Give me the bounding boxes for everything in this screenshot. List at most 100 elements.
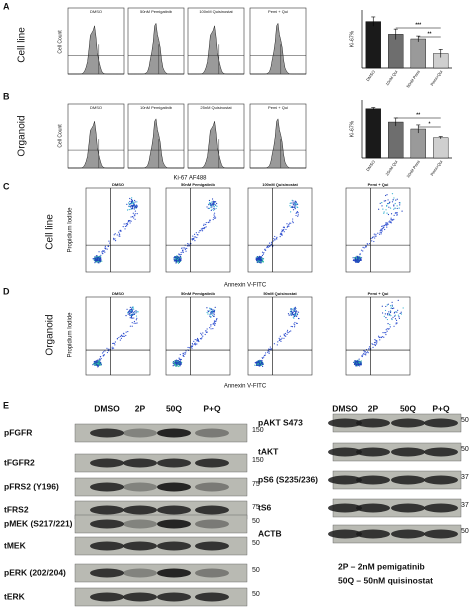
dot: [400, 313, 403, 315]
dot: [398, 316, 400, 318]
dot: [209, 315, 211, 317]
band: [90, 519, 124, 529]
dot: [209, 204, 212, 206]
panel-title: 50nM Quisinostat: [263, 291, 297, 296]
dot: [356, 255, 358, 257]
histogram-shape: [68, 25, 124, 75]
dot: [353, 257, 356, 259]
dot: [179, 360, 181, 362]
dot: [391, 307, 394, 310]
dot: [95, 363, 97, 365]
dot: [359, 257, 362, 260]
band: [157, 592, 191, 602]
dot: [208, 203, 210, 205]
panel-title: DMSO: [90, 105, 102, 110]
dot: [94, 262, 96, 264]
dot: [111, 346, 113, 348]
dot: [261, 261, 263, 263]
dot: [389, 221, 392, 223]
dot: [207, 207, 209, 209]
band: [123, 592, 157, 602]
band: [328, 503, 362, 513]
dot: [98, 361, 101, 363]
dot: [134, 215, 136, 217]
dot: [390, 307, 393, 309]
dot: [268, 352, 270, 354]
dot: [114, 240, 117, 242]
dot: [204, 330, 207, 332]
dot: [182, 251, 184, 253]
dot: [283, 337, 285, 339]
band: [424, 475, 458, 485]
dot: [380, 336, 383, 339]
dot: [391, 305, 393, 307]
dot: [258, 364, 260, 367]
dot: [393, 218, 395, 220]
x-tick-label: DMSO: [365, 69, 376, 82]
dot: [175, 256, 177, 259]
dot: [178, 253, 180, 255]
dot: [389, 201, 391, 203]
protein-label: pFGFR: [4, 427, 32, 437]
dot: [192, 344, 194, 346]
dot: [112, 342, 115, 344]
dot: [180, 258, 182, 260]
dot: [292, 314, 295, 316]
dot: [290, 211, 292, 213]
mw-marker: 50: [461, 417, 469, 424]
dot: [269, 346, 271, 348]
dot: [126, 203, 128, 205]
dot: [358, 363, 360, 365]
band: [123, 519, 157, 529]
dot: [131, 317, 133, 319]
dot: [120, 337, 123, 339]
dot: [297, 203, 299, 205]
band: [391, 418, 425, 428]
panel-title: 100nM Quisinostat: [199, 9, 233, 14]
band: [356, 503, 390, 513]
dot: [255, 362, 257, 364]
dot: [287, 313, 290, 315]
dot: [284, 332, 287, 335]
dot: [120, 334, 122, 337]
bar: [365, 108, 381, 159]
dot: [211, 208, 213, 210]
dot: [279, 339, 281, 341]
dot: [281, 230, 284, 232]
dot: [129, 200, 131, 203]
dot: [200, 332, 202, 334]
dot: [391, 301, 393, 303]
dot: [122, 226, 124, 228]
dot: [355, 257, 358, 260]
dot: [127, 202, 130, 204]
dot: [293, 315, 296, 318]
dot: [125, 334, 127, 337]
panel-title: DMSO: [90, 9, 102, 14]
dot: [203, 228, 205, 230]
dot: [178, 257, 180, 260]
dot: [375, 235, 377, 237]
dot: [213, 206, 215, 208]
dot: [96, 363, 98, 365]
dot: [260, 360, 262, 362]
dot: [385, 194, 387, 197]
band: [391, 529, 425, 539]
dot: [380, 228, 382, 231]
dot: [97, 365, 99, 367]
dot: [280, 338, 282, 340]
dot: [211, 308, 213, 310]
dot: [296, 211, 299, 213]
axis-label: Ki-67%: [349, 30, 355, 47]
dot: [274, 235, 276, 238]
dot: [98, 358, 101, 360]
dot: [119, 339, 121, 341]
dot: [387, 303, 389, 305]
band: [356, 529, 390, 539]
x-tick-label: DMSO: [365, 159, 376, 172]
dot: [381, 202, 383, 204]
bar: [410, 128, 426, 159]
dot: [100, 357, 102, 360]
dot: [389, 326, 391, 328]
dot: [360, 363, 362, 365]
dot: [210, 311, 212, 313]
